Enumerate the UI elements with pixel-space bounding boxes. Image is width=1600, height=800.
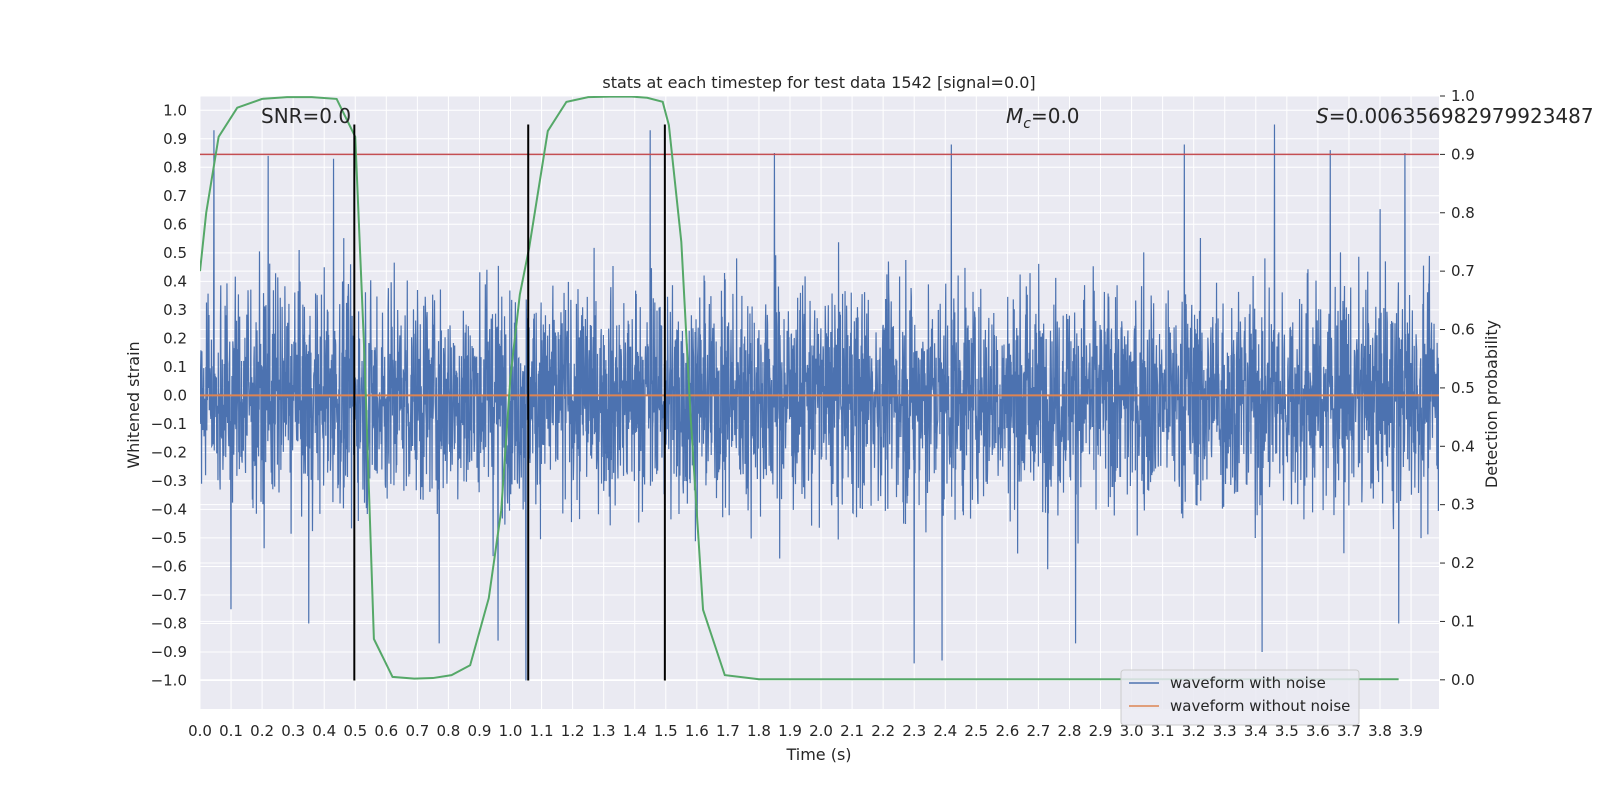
x-tick-label: 2.3 bbox=[902, 722, 926, 740]
y-tick-label: 0.6 bbox=[163, 215, 187, 233]
legend-label-waveform-with-noise: waveform with noise bbox=[1170, 674, 1326, 692]
y-tick-label: −0.6 bbox=[151, 557, 187, 575]
x-tick-label: 2.4 bbox=[933, 722, 957, 740]
y-right-tick-labels: 1.0 0.9 0.8 0.7 0.6 0.5 0.4 0.3 0.2 0.1 0.0 bbox=[1440, 87, 1475, 689]
x-tick-label: 0.8 bbox=[436, 722, 460, 740]
x-tick-label: 1.2 bbox=[561, 722, 585, 740]
y-tick-label: −0.5 bbox=[151, 529, 187, 547]
x-tick-label: 3.6 bbox=[1306, 722, 1330, 740]
y-right-tick-label: 0.7 bbox=[1451, 262, 1475, 280]
y-tick-label: −0.3 bbox=[151, 472, 187, 490]
legend-box bbox=[1120, 669, 1360, 726]
x-tick-label: 1.7 bbox=[716, 722, 740, 740]
y-tick-label: 0.1 bbox=[163, 358, 187, 376]
x-tick-labels: 0.0 0.1 0.2 0.3 0.4 0.5 0.6 0.7 0.8 0.9 1.0 1.1 1.2 1… bbox=[188, 722, 1423, 740]
s-symbol: S bbox=[1316, 104, 1329, 128]
y-right-tick-label: 0.4 bbox=[1451, 437, 1475, 455]
x-tick-label: 2.9 bbox=[1089, 722, 1113, 740]
y-right-tick-label: 0.3 bbox=[1451, 496, 1475, 514]
y-right-axis-label: Detection probability bbox=[1482, 320, 1501, 488]
x-tick-label: 0.3 bbox=[281, 722, 305, 740]
x-tick-label: 0.2 bbox=[250, 722, 274, 740]
x-tick-label: 2.0 bbox=[809, 722, 833, 740]
y-right-tick-label: 1.0 bbox=[1451, 87, 1475, 105]
y-axis-label: Whitened strain bbox=[124, 341, 143, 468]
chirp-mass-annotation: Mc=0.0 bbox=[1006, 104, 1080, 132]
x-tick-label: 3.4 bbox=[1244, 722, 1268, 740]
x-tick-label: 2.1 bbox=[840, 722, 864, 740]
s-annotation: S=0.006356982979923487 bbox=[1316, 104, 1594, 128]
x-tick-label: 1.9 bbox=[778, 722, 802, 740]
x-tick-label: 2.2 bbox=[871, 722, 895, 740]
x-tick-label: 3.9 bbox=[1399, 722, 1423, 740]
y-right-tick-label: 0.9 bbox=[1451, 145, 1475, 163]
y-right-tick-label: 0.8 bbox=[1451, 204, 1475, 222]
chirp-mass-value: =0.0 bbox=[1031, 104, 1080, 128]
x-tick-label: 3.2 bbox=[1182, 722, 1206, 740]
legend: waveform with noise waveform without noi… bbox=[1120, 669, 1360, 726]
y-tick-label: 0.7 bbox=[163, 187, 187, 205]
legend-label-waveform-without-noise: waveform without noise bbox=[1170, 697, 1350, 715]
y-tick-label: 0.3 bbox=[163, 301, 187, 319]
x-tick-label: 0.5 bbox=[343, 722, 367, 740]
s-value: =0.006356982979923487 bbox=[1329, 104, 1594, 128]
x-tick-label: 3.5 bbox=[1275, 722, 1299, 740]
y-tick-label: −0.1 bbox=[151, 415, 187, 433]
x-tick-label: 3.3 bbox=[1213, 722, 1237, 740]
series-waveform-with-noise bbox=[200, 124, 1439, 681]
x-tick-label: 3.0 bbox=[1120, 722, 1144, 740]
x-tick-label: 2.7 bbox=[1026, 722, 1050, 740]
series-lines bbox=[200, 96, 1439, 681]
y-tick-label: −1.0 bbox=[151, 671, 187, 689]
y-tick-label: 0.2 bbox=[163, 329, 187, 347]
x-tick-label: 1.6 bbox=[685, 722, 709, 740]
x-tick-label: 1.5 bbox=[654, 722, 678, 740]
detection-probability-line bbox=[200, 96, 1399, 681]
y-right-tick-label: 0.6 bbox=[1451, 321, 1475, 339]
x-tick-label: 0.9 bbox=[468, 722, 492, 740]
y-tick-label: 0.4 bbox=[163, 272, 187, 290]
y-tick-labels: 1.0 0.9 0.8 0.7 0.6 0.5 0.4 0.3 0.2 0.1 0.0 −0.1 −0.… bbox=[151, 101, 187, 689]
x-tick-label: 3.7 bbox=[1337, 722, 1361, 740]
y-right-tick-label: 0.2 bbox=[1451, 554, 1475, 572]
chirp-mass-subscript: c bbox=[1023, 116, 1031, 132]
x-tick-label: 0.6 bbox=[374, 722, 398, 740]
x-tick-label: 2.8 bbox=[1058, 722, 1082, 740]
x-tick-label: 1.0 bbox=[499, 722, 523, 740]
x-tick-label: 2.5 bbox=[964, 722, 988, 740]
chirp-mass-symbol: M bbox=[1006, 104, 1023, 128]
x-tick-label: 3.1 bbox=[1151, 722, 1175, 740]
y-right-tick-label: 0.1 bbox=[1451, 612, 1475, 630]
y-right-tick-label: 0.0 bbox=[1451, 671, 1475, 689]
y-tick-label: −0.9 bbox=[151, 643, 187, 661]
x-tick-label: 1.4 bbox=[623, 722, 647, 740]
x-tick-label: 0.4 bbox=[312, 722, 336, 740]
x-tick-label: 0.7 bbox=[405, 722, 429, 740]
y-tick-label: −0.8 bbox=[151, 614, 187, 632]
y-tick-label: −0.2 bbox=[151, 443, 187, 461]
x-tick-label: 3.8 bbox=[1368, 722, 1392, 740]
chart-title: stats at each timestep for test data 154… bbox=[602, 73, 1035, 92]
y-tick-label: 0.9 bbox=[163, 130, 187, 148]
y-tick-label: 0.5 bbox=[163, 244, 187, 262]
x-tick-label: 0.1 bbox=[219, 722, 243, 740]
x-tick-label: 0.0 bbox=[188, 722, 212, 740]
y-tick-label: 0.0 bbox=[163, 386, 187, 404]
snr-annotation: SNR=0.0 bbox=[261, 104, 351, 128]
y-tick-label: 0.8 bbox=[163, 158, 187, 176]
y-right-tick-label: 0.5 bbox=[1451, 379, 1475, 397]
x-axis-label: Time (s) bbox=[785, 745, 851, 764]
x-tick-label: 1.3 bbox=[592, 722, 616, 740]
x-tick-label: 1.8 bbox=[747, 722, 771, 740]
y-tick-label: −0.4 bbox=[151, 500, 187, 518]
x-tick-label: 1.1 bbox=[530, 722, 554, 740]
y-tick-label: 1.0 bbox=[163, 101, 187, 119]
waveform-with-noise-line bbox=[200, 124, 1439, 681]
x-tick-label: 2.6 bbox=[995, 722, 1019, 740]
y-tick-label: −0.7 bbox=[151, 586, 187, 604]
